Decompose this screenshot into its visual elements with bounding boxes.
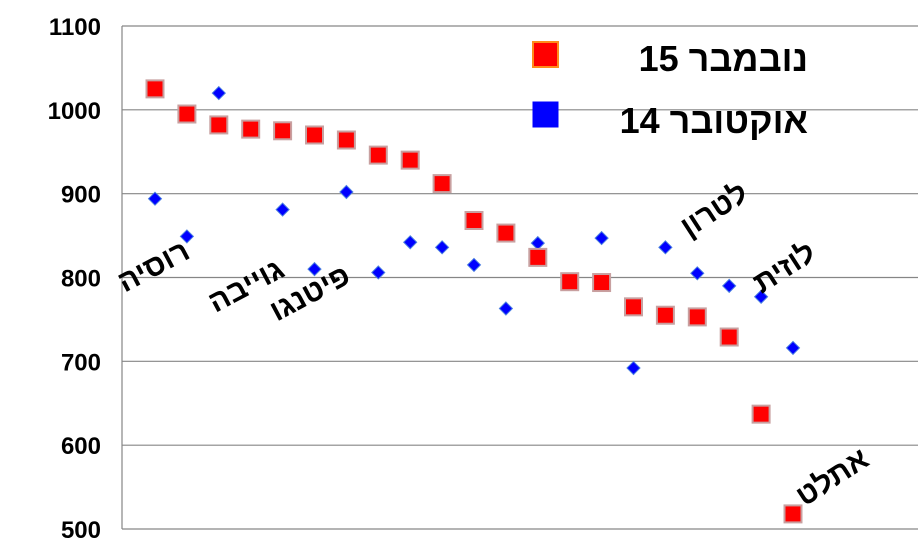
data-point-diamond (658, 240, 673, 255)
data-point-square (336, 130, 356, 150)
data-point-diamond (434, 240, 450, 255)
data-point-square (751, 404, 771, 424)
y-tick-label: 700 (61, 349, 101, 376)
data-point-square (145, 79, 165, 99)
data-point-diamond (785, 340, 801, 356)
point-annotation: לטרון (675, 176, 754, 244)
y-tick-label: 900 (61, 182, 101, 209)
series-november (145, 79, 803, 524)
data-point-square (241, 119, 261, 139)
data-point-square (783, 504, 803, 524)
plot-area (145, 79, 803, 524)
data-point-square (719, 327, 739, 347)
data-point-diamond (626, 360, 641, 376)
y-tick-label: 1100 (49, 14, 101, 41)
data-point-square (464, 210, 484, 230)
y-tick-label: 800 (61, 266, 101, 293)
y-axis: 500 600 700 800 900 1000 1100 (48, 14, 101, 542)
data-point-square (560, 272, 580, 292)
data-point-square (400, 150, 420, 170)
point-annotation: אתלט (790, 442, 874, 513)
data-point-square (655, 305, 675, 325)
point-annotation: רוסיה (112, 234, 195, 299)
legend-swatch-november (532, 41, 559, 68)
gridlines (121, 25, 918, 530)
legend: נובמבר 15 אוקטובר 14 (532, 38, 808, 141)
legend-label-october: אוקטובר 14 (620, 100, 808, 141)
y-tick-label: 600 (61, 433, 101, 460)
data-point-diamond (498, 301, 514, 316)
data-point-diamond (721, 278, 737, 294)
data-point-square (305, 125, 324, 145)
data-point-diamond (690, 266, 705, 281)
data-point-square (624, 297, 643, 317)
data-point-diamond (530, 235, 546, 251)
data-point-diamond (339, 184, 354, 200)
data-point-square (432, 174, 452, 194)
data-point-square (273, 121, 293, 141)
data-point-square (209, 115, 229, 135)
data-point-square (528, 247, 548, 267)
data-point-diamond (147, 191, 163, 206)
data-point-diamond (211, 85, 227, 101)
data-point-diamond (275, 202, 290, 217)
data-point-diamond (307, 261, 322, 277)
data-point-diamond (594, 230, 609, 246)
data-point-square (687, 307, 707, 327)
data-point-diamond (753, 289, 769, 304)
point-annotation: לוזית (747, 236, 821, 300)
legend-label-november: נובמבר 15 (639, 38, 808, 79)
legend-swatch-october (532, 101, 559, 128)
y-tick-label: 500 (61, 517, 101, 542)
data-point-diamond (371, 265, 386, 280)
data-point-diamond (466, 257, 482, 273)
data-point-square (592, 273, 612, 293)
data-point-square (496, 223, 516, 243)
data-point-square (177, 104, 197, 124)
y-tick-label: 1000 (48, 98, 101, 125)
data-point-square (368, 145, 388, 165)
data-point-diamond (179, 229, 195, 244)
data-point-diamond (402, 235, 418, 250)
